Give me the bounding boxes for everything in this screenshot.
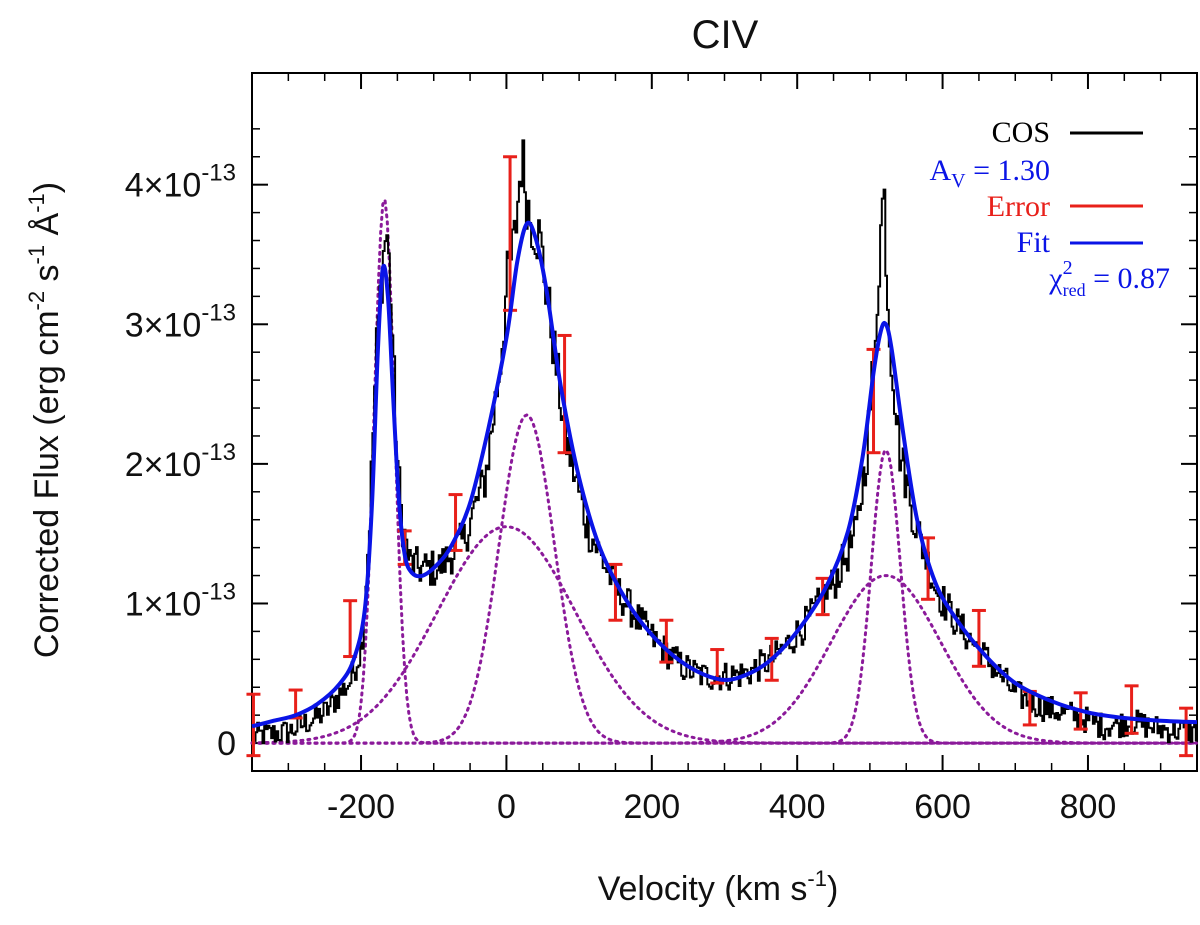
error-bar xyxy=(1022,689,1037,727)
x-axis-label: Velocity (km s-1) xyxy=(598,866,839,908)
error-bar xyxy=(343,599,358,659)
y-tick-label: 4×10-13 xyxy=(125,160,236,205)
legend-cos-label: COS xyxy=(992,116,1050,149)
x-tick-label: 0 xyxy=(497,788,516,826)
component-curve xyxy=(250,574,1198,745)
y-axis-label: Corrected Flux (erg cm-2 s-1 Å-1) xyxy=(24,182,66,658)
minor-ticks xyxy=(252,73,1198,771)
component-curve xyxy=(250,525,1198,745)
gaussian-components xyxy=(250,194,1198,745)
x-tick-label: 400 xyxy=(769,788,826,826)
error-bar xyxy=(971,608,986,668)
legend-error-label: Error xyxy=(987,190,1050,223)
x-tick-label: 600 xyxy=(914,788,971,826)
cos-spectrum xyxy=(252,139,1197,745)
error-bar xyxy=(659,618,674,664)
legend-fit-label: Fit xyxy=(1017,226,1051,259)
y-ticks: 0 1×10-13 2×10-13 3×10-13 4×10-13 xyxy=(125,160,1197,763)
chart-title: CIV xyxy=(692,13,759,57)
y-tick-label: 0 xyxy=(217,725,236,763)
x-ticks: -200 0 200 400 600 800 xyxy=(327,73,1116,826)
fit-curve-line xyxy=(251,220,1198,729)
legend-chi2: χ2 red = 0.87 xyxy=(1048,257,1170,300)
error-bar xyxy=(921,536,936,601)
cos-spectrum-line xyxy=(252,139,1197,745)
fit-curve xyxy=(251,220,1198,729)
x-tick-label: 800 xyxy=(1060,788,1117,826)
y-tick-label: 2×10-13 xyxy=(125,439,236,484)
x-tick-label: -200 xyxy=(327,788,395,826)
error-bar xyxy=(1124,684,1139,735)
legend-av: AV = 1.30 xyxy=(929,154,1050,192)
legend: COS AV = 1.30 Error Fit χ2 red = 0.87 xyxy=(929,116,1170,300)
component-curve xyxy=(250,448,1198,745)
error-bar xyxy=(1179,706,1194,758)
component-curve xyxy=(250,413,1198,745)
error-bar xyxy=(608,562,623,622)
error-bar xyxy=(557,333,572,455)
x-tick-label: 200 xyxy=(623,788,680,826)
y-tick-label: 1×10-13 xyxy=(125,578,236,623)
y-tick-label: 3×10-13 xyxy=(125,299,236,344)
